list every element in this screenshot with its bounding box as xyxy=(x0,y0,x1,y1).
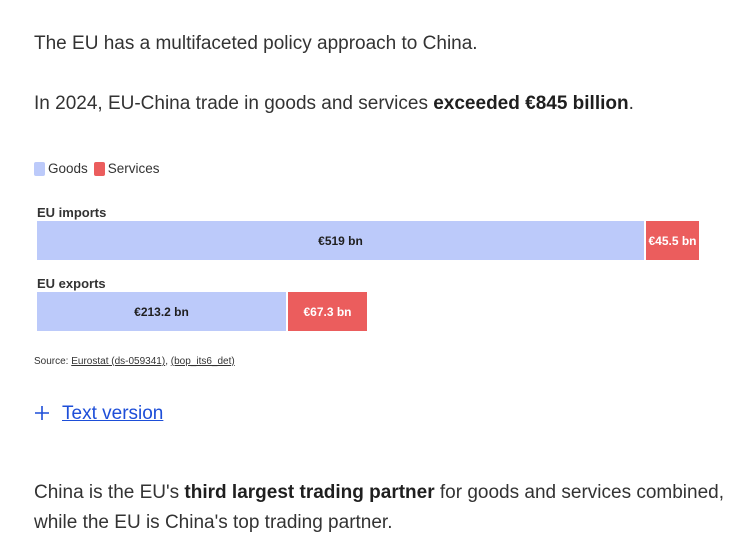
trade-suffix: . xyxy=(628,93,634,114)
source-note: Source: Eurostat (ds-059341), (bop_its6_… xyxy=(34,356,235,367)
trade-paragraph: In 2024, EU-China trade in goods and ser… xyxy=(34,89,634,119)
bar-services-exports[interactable]: €67.3 bn xyxy=(288,292,367,331)
source-separator: , xyxy=(165,356,171,367)
text-version-link[interactable]: Text version xyxy=(62,403,164,424)
closing-highlight: third largest trading partner xyxy=(184,482,435,503)
legend-item-services[interactable]: Services xyxy=(93,161,160,176)
closing-paragraph: China is the EU's third largest trading … xyxy=(34,478,734,538)
closing-prefix: China is the EU's xyxy=(34,482,185,503)
bar-goods-exports[interactable]: €213.2 bn xyxy=(37,292,286,331)
source-link-bop[interactable]: (bop_its6_det) xyxy=(170,356,235,367)
bar-value-label: €67.3 bn xyxy=(303,304,352,319)
category-label-exports: EU exports xyxy=(37,276,106,291)
bar-goods-imports[interactable]: €519 bn xyxy=(37,221,644,260)
bar-value-label: €519 bn xyxy=(318,233,363,248)
bar-value-label: €213.2 bn xyxy=(134,304,189,319)
bar-value-label: €45.5 bn xyxy=(648,233,697,248)
legend-label-services: Services xyxy=(107,161,160,176)
closing-suffix: for goods and services combined, while t… xyxy=(34,482,725,533)
source-prefix: Source: xyxy=(34,356,72,367)
services-swatch-icon xyxy=(93,161,105,176)
plus-icon xyxy=(34,403,52,425)
source-link-eurostat[interactable]: Eurostat (ds-059341) xyxy=(71,356,166,367)
chart-legend: Goods Services xyxy=(34,161,166,176)
legend-item-goods[interactable]: Goods xyxy=(34,161,88,176)
category-label-imports: EU imports xyxy=(37,205,107,220)
text-version-toggle[interactable]: Text version xyxy=(34,403,163,425)
bar-services-imports[interactable]: €45.5 bn xyxy=(646,221,699,260)
legend-label-goods: Goods xyxy=(48,161,88,176)
intro-paragraph: The EU has a multifaceted policy approac… xyxy=(34,33,478,54)
trade-prefix: In 2024, EU-China trade in goods and ser… xyxy=(34,93,434,114)
trade-highlight: exceeded €845 billion xyxy=(433,93,629,114)
goods-swatch-icon xyxy=(34,161,45,176)
